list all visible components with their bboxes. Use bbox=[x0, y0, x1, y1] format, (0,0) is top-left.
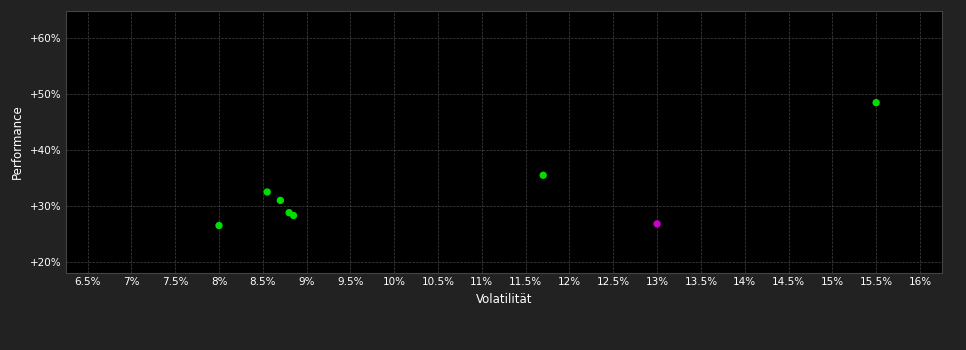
Point bbox=[649, 221, 665, 227]
Point bbox=[260, 189, 275, 195]
Point bbox=[281, 210, 297, 216]
Point bbox=[286, 213, 301, 218]
X-axis label: Volatilität: Volatilität bbox=[475, 293, 532, 306]
Point bbox=[212, 223, 227, 228]
Point bbox=[535, 173, 551, 178]
Point bbox=[868, 100, 884, 105]
Y-axis label: Performance: Performance bbox=[12, 104, 24, 179]
Point bbox=[272, 198, 288, 203]
